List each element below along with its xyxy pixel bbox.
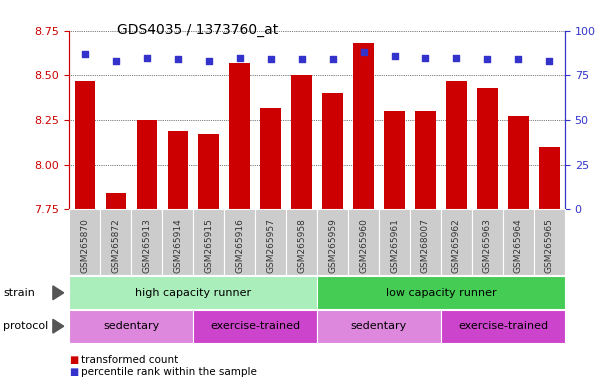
Text: protocol: protocol — [3, 321, 48, 331]
Text: strain: strain — [3, 288, 35, 298]
Text: low capacity runner: low capacity runner — [386, 288, 496, 298]
Text: GSM265958: GSM265958 — [297, 218, 306, 273]
Bar — [75, 81, 95, 209]
Bar — [415, 111, 436, 209]
Point — [545, 58, 554, 64]
Text: GSM265965: GSM265965 — [545, 218, 554, 273]
Text: exercise-trained: exercise-trained — [458, 321, 548, 331]
Text: GSM265957: GSM265957 — [266, 218, 275, 273]
Text: percentile rank within the sample: percentile rank within the sample — [81, 367, 257, 377]
Point — [452, 55, 462, 61]
Point — [359, 49, 368, 55]
Bar — [106, 193, 126, 209]
Text: GSM265915: GSM265915 — [204, 218, 213, 273]
Bar — [385, 111, 404, 209]
Point — [111, 58, 120, 64]
Text: GSM268007: GSM268007 — [421, 218, 430, 273]
Point — [328, 56, 337, 62]
Bar — [291, 75, 311, 209]
Point — [142, 55, 151, 61]
Text: ■: ■ — [69, 367, 78, 377]
Bar — [447, 81, 466, 209]
Text: GSM265959: GSM265959 — [328, 218, 337, 273]
Bar — [260, 108, 281, 209]
Point — [421, 55, 430, 61]
Text: ■: ■ — [69, 355, 78, 365]
Text: sedentary: sedentary — [351, 321, 407, 331]
Text: GSM265913: GSM265913 — [142, 218, 151, 273]
Bar — [477, 88, 498, 209]
Bar — [539, 147, 560, 209]
Bar — [508, 116, 528, 209]
Bar — [136, 120, 157, 209]
Point — [514, 56, 523, 62]
Text: sedentary: sedentary — [103, 321, 159, 331]
Point — [204, 58, 213, 64]
Bar — [323, 93, 343, 209]
Text: GSM265961: GSM265961 — [390, 218, 399, 273]
Text: transformed count: transformed count — [81, 355, 178, 365]
Point — [266, 56, 275, 62]
Text: exercise-trained: exercise-trained — [210, 321, 300, 331]
Text: GSM265962: GSM265962 — [452, 218, 461, 273]
Text: GSM265916: GSM265916 — [235, 218, 244, 273]
Point — [389, 53, 399, 59]
Text: GSM265914: GSM265914 — [173, 218, 182, 273]
Text: GDS4035 / 1373760_at: GDS4035 / 1373760_at — [117, 23, 278, 37]
Point — [297, 56, 307, 62]
Point — [235, 55, 245, 61]
Text: GSM265963: GSM265963 — [483, 218, 492, 273]
Text: high capacity runner: high capacity runner — [135, 288, 251, 298]
Bar — [230, 63, 249, 209]
Point — [483, 56, 492, 62]
Bar — [353, 43, 374, 209]
Text: GSM265960: GSM265960 — [359, 218, 368, 273]
Text: GSM265870: GSM265870 — [80, 218, 89, 273]
Text: GSM265872: GSM265872 — [111, 218, 120, 273]
Bar — [198, 134, 219, 209]
Text: GSM265964: GSM265964 — [514, 218, 523, 273]
Point — [172, 56, 182, 62]
Point — [80, 51, 90, 57]
Bar — [168, 131, 188, 209]
